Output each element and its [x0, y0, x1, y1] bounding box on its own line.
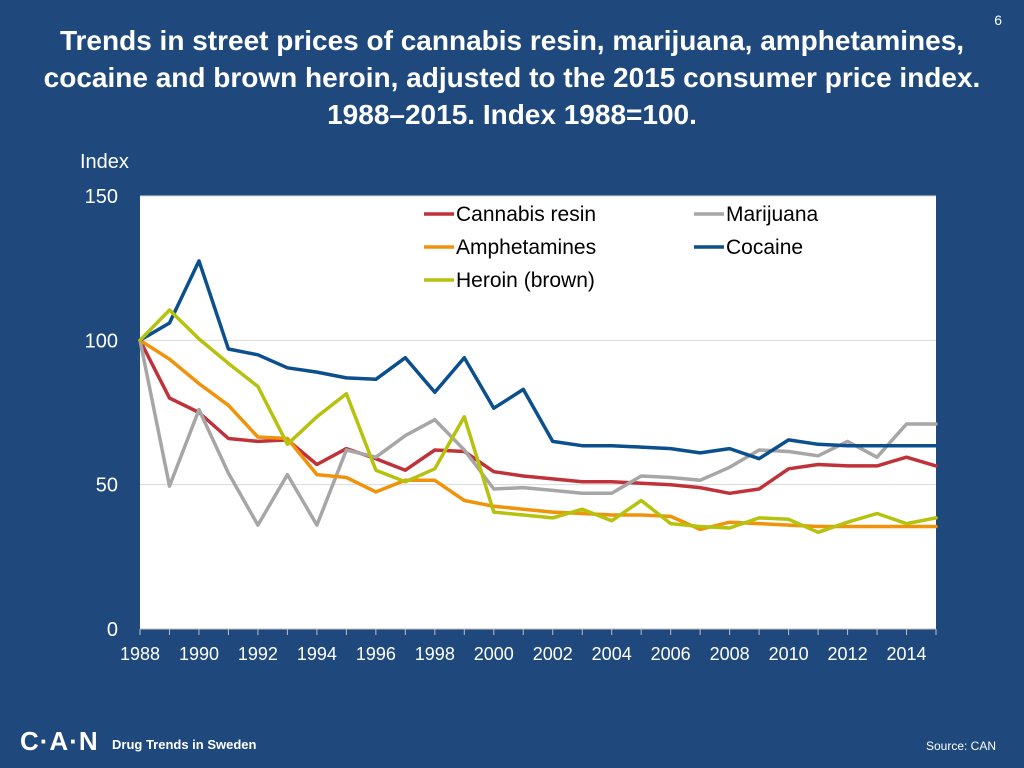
legend-label: Heroin (brown): [456, 269, 595, 292]
y-tick-label: 100: [85, 330, 118, 352]
series-line-marijuana: [138, 338, 938, 527]
x-tick-label: 2002: [533, 644, 573, 664]
series-line-cocaine: [138, 259, 938, 461]
x-tick-label: 2012: [828, 644, 868, 664]
legend-label: Cocaine: [726, 236, 803, 259]
x-tick-label: 2014: [886, 644, 926, 664]
x-tick-label: 2004: [592, 644, 632, 664]
x-tick-label: 2010: [769, 644, 809, 664]
legend-label: Marijuana: [726, 203, 819, 226]
legend-label: Amphetamines: [456, 236, 596, 259]
x-tick-label: 1998: [415, 644, 455, 664]
y-tick-label: 50: [96, 475, 118, 497]
x-tick-label: 2006: [651, 644, 691, 664]
can-logo: C·A·N: [20, 726, 99, 756]
x-tick-label: 2008: [710, 644, 750, 664]
x-tick-label: 1990: [179, 644, 219, 664]
footer-source: Source: CAN: [925, 739, 996, 753]
legend-label: Cannabis resin: [456, 203, 596, 226]
footer-tagline: Drug Trends in Sweden: [112, 737, 257, 752]
x-tick-label: 1996: [356, 644, 396, 664]
x-tick-label: 1992: [238, 644, 278, 664]
slide-number: 6: [994, 12, 1002, 28]
x-tick-label: 2000: [474, 644, 514, 664]
y-tick-label: 0: [107, 619, 118, 641]
x-tick-label: 1994: [297, 644, 337, 664]
series-line-heroin-brown: [138, 308, 938, 535]
series-line-cannabis-resin: [138, 338, 938, 496]
chart-title: Trends in street prices of cannabis resi…: [43, 25, 981, 130]
y-axis-label: Index: [80, 151, 129, 173]
x-tick-label: 1988: [120, 644, 160, 664]
y-tick-label: 150: [85, 186, 118, 208]
